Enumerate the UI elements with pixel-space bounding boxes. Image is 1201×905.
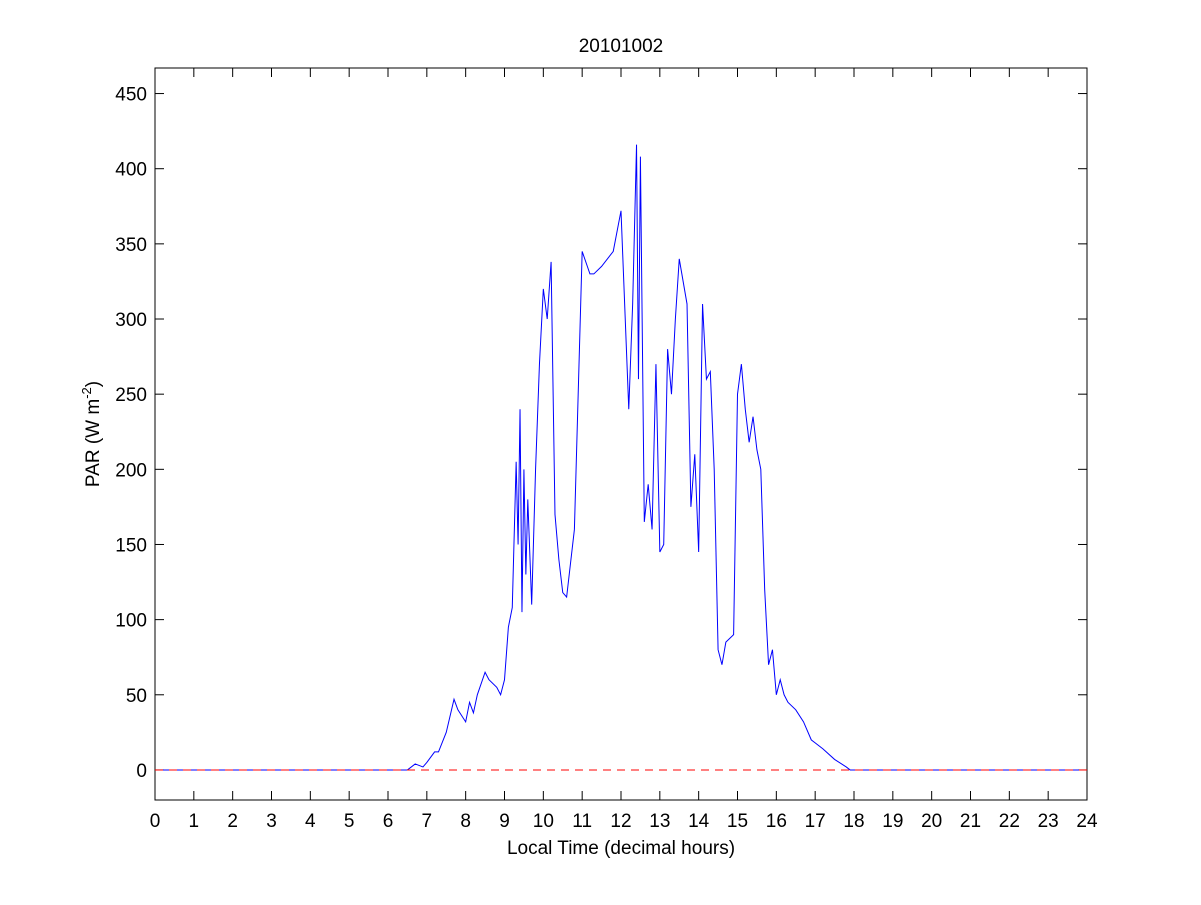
x-tick-label: 0 (150, 811, 161, 832)
y-label-text: PAR (W m (83, 399, 104, 487)
y-tick-label: 200 (115, 460, 147, 481)
y-tick-label: 450 (115, 85, 147, 106)
x-tick-label: 18 (843, 811, 864, 832)
y-tick-label: 150 (115, 535, 147, 556)
x-tick-label: 1 (189, 811, 200, 832)
x-tick-label: 19 (882, 811, 903, 832)
x-tick-label: 21 (960, 811, 981, 832)
x-tick-label: 15 (727, 811, 748, 832)
x-tick-label: 4 (305, 811, 316, 832)
x-tick-label: 6 (383, 811, 394, 832)
y-tick-label: 0 (136, 761, 147, 782)
y-label-end: ) (83, 381, 104, 387)
x-tick-label: 10 (533, 811, 554, 832)
x-tick-label: 14 (688, 811, 710, 832)
x-tick-label: 12 (610, 811, 631, 832)
y-label-sup: -2 (79, 387, 94, 399)
y-axis-label: PAR (W m-2) (79, 381, 104, 487)
data-line (155, 144, 1087, 771)
x-tick-label: 22 (999, 811, 1020, 832)
x-tick-label: 7 (422, 811, 433, 832)
y-tick-label: 400 (115, 160, 147, 181)
x-tick-label: 23 (1038, 811, 1059, 832)
x-tick-label: 17 (805, 811, 826, 832)
x-tick-label: 3 (266, 811, 277, 832)
x-tick-label: 11 (572, 811, 592, 832)
y-tick-label: 300 (115, 310, 147, 331)
x-tick-label: 9 (499, 811, 510, 832)
x-tick-label: 13 (649, 811, 670, 832)
y-tick-label: 50 (126, 686, 147, 707)
y-tick-label: 100 (115, 611, 147, 632)
x-tick-label: 16 (766, 811, 787, 832)
plot-area (154, 67, 1088, 801)
x-tick-label: 2 (227, 811, 238, 832)
chart-title: 20101002 (579, 36, 664, 57)
x-tick-label: 24 (1076, 811, 1098, 832)
x-tick-label: 20 (921, 811, 942, 832)
y-tick-label: 350 (115, 235, 147, 256)
x-tick-label: 5 (344, 811, 355, 832)
x-axis-label: Local Time (decimal hours) (507, 838, 735, 859)
y-tick-label: 250 (115, 385, 147, 406)
x-tick-label: 8 (460, 811, 471, 832)
